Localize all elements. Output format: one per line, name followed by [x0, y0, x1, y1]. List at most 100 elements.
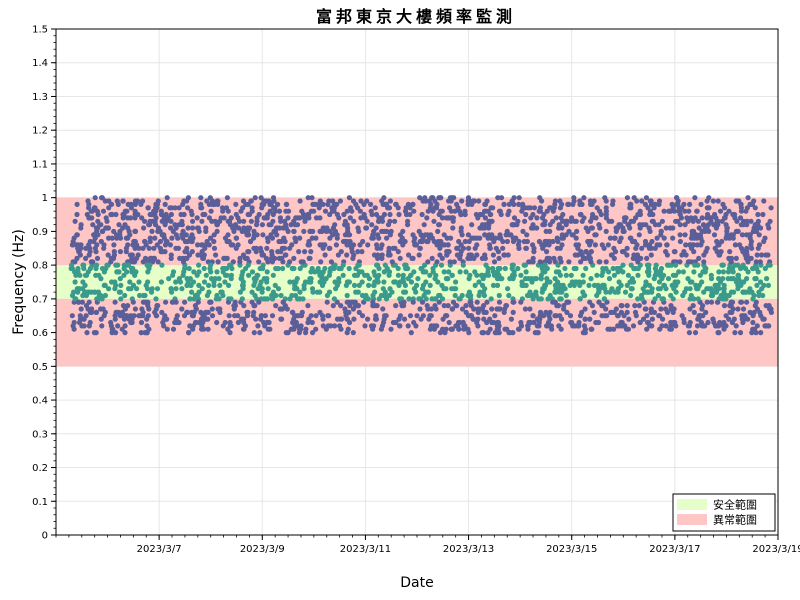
data-point [670, 319, 677, 326]
data-point [624, 195, 631, 201]
data-point [655, 292, 662, 299]
data-point [611, 245, 617, 251]
data-point [142, 238, 148, 245]
data-point [387, 198, 393, 204]
data-point [78, 306, 84, 312]
data-point [267, 326, 273, 332]
data-point [587, 316, 593, 322]
data-point [762, 265, 768, 272]
data-point [233, 245, 239, 251]
data-point [750, 265, 756, 272]
data-point [730, 269, 736, 275]
data-point [761, 238, 767, 245]
data-point [578, 249, 584, 255]
data-point [649, 238, 655, 245]
data-point [764, 276, 770, 282]
data-point [588, 276, 594, 282]
data-point [74, 211, 80, 218]
data-point [281, 235, 287, 241]
data-point [130, 242, 136, 248]
data-point [677, 211, 683, 218]
data-point [552, 282, 559, 288]
data-point [322, 242, 328, 248]
data-point [106, 286, 112, 292]
data-point [530, 313, 536, 319]
data-point [72, 218, 78, 224]
data-point [327, 235, 333, 241]
data-point [344, 208, 350, 214]
data-point [465, 326, 471, 332]
data-point [686, 208, 692, 214]
data-point [439, 296, 446, 302]
data-point [557, 198, 563, 204]
data-point [214, 222, 220, 228]
data-point [72, 259, 78, 265]
data-point [689, 259, 695, 265]
data-point [126, 262, 132, 268]
y-axis: 0 0.1 0.2 0.3 0.4 0.5 0.6 0.7 0.8 0.9 1 1.1 1.2 1.3 1.… [32, 25, 56, 542]
data-point [637, 211, 644, 218]
data-point [371, 282, 377, 288]
data-point [129, 252, 135, 258]
data-point [305, 303, 311, 309]
data-point [504, 238, 510, 245]
data-point [543, 309, 549, 315]
data-point [93, 330, 99, 336]
y-tick-label: 1.5 [32, 25, 48, 36]
data-point [326, 313, 332, 319]
data-point [591, 198, 597, 204]
data-point [199, 249, 205, 255]
data-point [479, 211, 485, 218]
data-point [704, 225, 710, 231]
data-point [374, 242, 380, 248]
data-point [511, 201, 517, 207]
data-point [754, 252, 760, 258]
data-point [699, 215, 705, 221]
data-point [206, 201, 212, 207]
data-point [308, 249, 314, 255]
data-point [291, 265, 297, 272]
data-point [441, 303, 447, 309]
data-point [121, 316, 127, 322]
data-point [724, 228, 730, 234]
data-point [254, 215, 260, 221]
data-point [752, 303, 758, 309]
data-point [554, 235, 560, 241]
data-point [142, 218, 148, 224]
data-point [726, 235, 733, 241]
data-point [151, 245, 157, 251]
data-point [607, 326, 614, 332]
data-point [708, 276, 715, 282]
data-point [447, 259, 453, 265]
data-point [153, 215, 159, 221]
data-point [735, 228, 741, 234]
data-point [409, 255, 415, 261]
data-point [516, 201, 522, 207]
data-point [203, 316, 209, 322]
data-point [141, 225, 147, 231]
data-point [536, 323, 542, 329]
data-point [262, 323, 268, 329]
data-point [559, 242, 565, 248]
data-point [525, 326, 531, 332]
data-point [173, 245, 179, 251]
data-point [484, 319, 490, 326]
data-point [565, 201, 571, 207]
data-point [660, 316, 666, 322]
data-point [504, 326, 510, 332]
data-point [217, 282, 223, 288]
data-point [627, 225, 633, 231]
data-point [562, 265, 568, 272]
y-tick-label: 1.2 [32, 126, 48, 137]
y-tick-label: 1 [42, 193, 48, 204]
data-point [420, 282, 426, 288]
data-point [632, 309, 639, 315]
data-point [275, 286, 282, 292]
data-point [109, 279, 115, 285]
data-point [612, 235, 618, 241]
data-point [326, 198, 332, 204]
data-point [380, 306, 386, 312]
data-point [149, 228, 155, 234]
data-point [681, 249, 687, 255]
data-point [432, 296, 438, 302]
